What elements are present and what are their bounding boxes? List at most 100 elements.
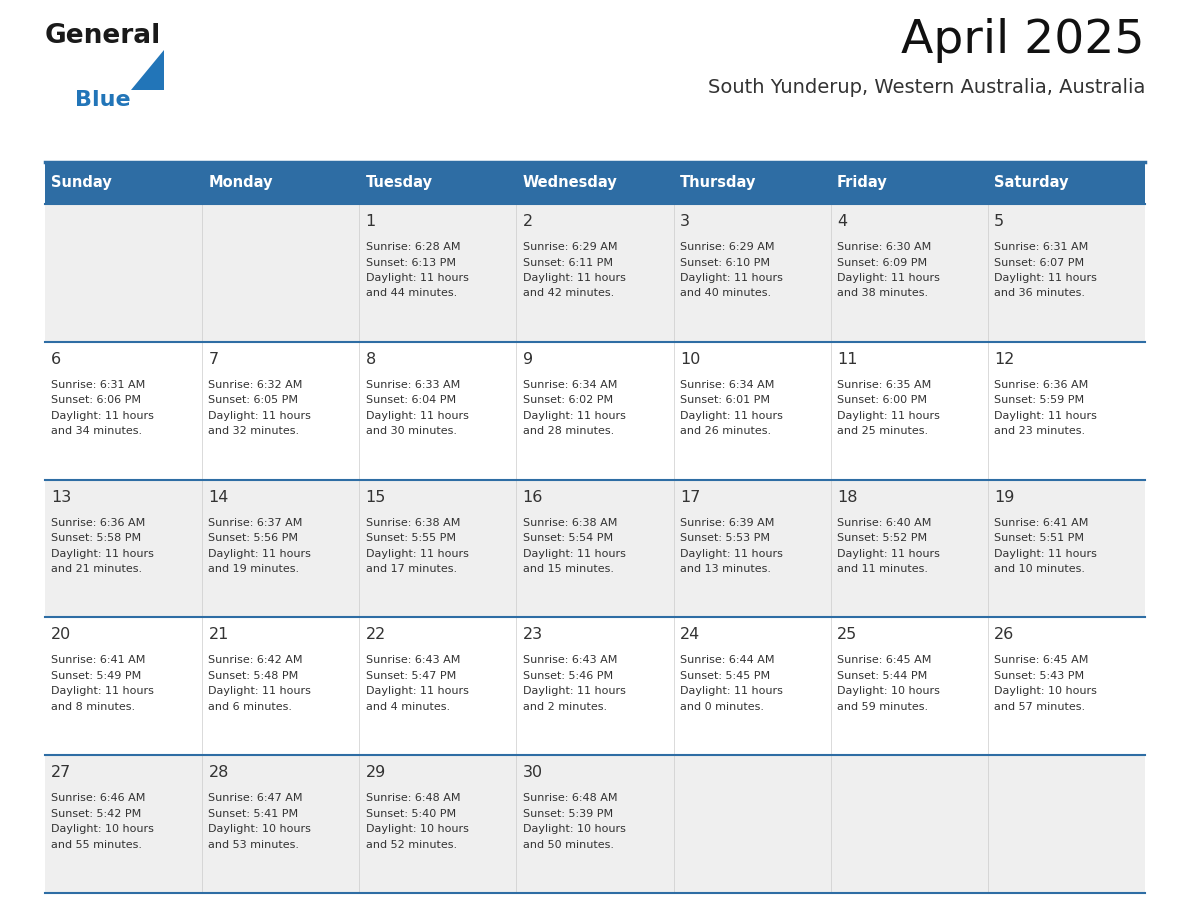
Text: and 30 minutes.: and 30 minutes. — [366, 426, 456, 436]
Text: Sunset: 6:07 PM: Sunset: 6:07 PM — [994, 258, 1085, 267]
Text: Sunrise: 6:45 AM: Sunrise: 6:45 AM — [838, 655, 931, 666]
Text: and 50 minutes.: and 50 minutes. — [523, 840, 614, 850]
Text: Sunrise: 6:36 AM: Sunrise: 6:36 AM — [51, 518, 146, 528]
Text: 24: 24 — [680, 627, 700, 643]
Text: Daylight: 10 hours: Daylight: 10 hours — [208, 824, 311, 834]
Text: Daylight: 11 hours: Daylight: 11 hours — [838, 273, 940, 283]
Text: Daylight: 11 hours: Daylight: 11 hours — [51, 549, 154, 558]
Text: Daylight: 11 hours: Daylight: 11 hours — [51, 410, 154, 420]
Text: Sunrise: 6:32 AM: Sunrise: 6:32 AM — [208, 380, 303, 390]
Text: 5: 5 — [994, 214, 1004, 229]
Text: Sunset: 5:59 PM: Sunset: 5:59 PM — [994, 396, 1085, 406]
Text: 20: 20 — [51, 627, 71, 643]
FancyBboxPatch shape — [45, 204, 1145, 341]
Text: Sunrise: 6:28 AM: Sunrise: 6:28 AM — [366, 242, 460, 252]
Text: General: General — [45, 23, 162, 49]
Text: Sunset: 5:58 PM: Sunset: 5:58 PM — [51, 533, 141, 543]
Text: 27: 27 — [51, 766, 71, 780]
Text: Sunset: 6:13 PM: Sunset: 6:13 PM — [366, 258, 455, 267]
Text: Daylight: 11 hours: Daylight: 11 hours — [51, 687, 154, 697]
Text: Sunrise: 6:30 AM: Sunrise: 6:30 AM — [838, 242, 931, 252]
Text: 28: 28 — [208, 766, 229, 780]
Text: and 2 minutes.: and 2 minutes. — [523, 702, 607, 711]
Text: Sunset: 5:52 PM: Sunset: 5:52 PM — [838, 533, 927, 543]
Text: Sunrise: 6:41 AM: Sunrise: 6:41 AM — [51, 655, 146, 666]
Text: Sunset: 6:09 PM: Sunset: 6:09 PM — [838, 258, 927, 267]
Text: and 25 minutes.: and 25 minutes. — [838, 426, 928, 436]
Text: 13: 13 — [51, 489, 71, 505]
Text: Sunrise: 6:29 AM: Sunrise: 6:29 AM — [523, 242, 618, 252]
Text: Sunrise: 6:35 AM: Sunrise: 6:35 AM — [838, 380, 931, 390]
Text: 19: 19 — [994, 489, 1015, 505]
Text: 14: 14 — [208, 489, 229, 505]
Text: Daylight: 11 hours: Daylight: 11 hours — [366, 687, 468, 697]
Text: and 52 minutes.: and 52 minutes. — [366, 840, 456, 850]
Text: Sunset: 5:48 PM: Sunset: 5:48 PM — [208, 671, 298, 681]
FancyBboxPatch shape — [45, 341, 1145, 479]
Text: and 42 minutes.: and 42 minutes. — [523, 288, 614, 298]
Text: 6: 6 — [51, 352, 62, 367]
Text: Sunset: 5:53 PM: Sunset: 5:53 PM — [680, 533, 770, 543]
Text: Sunset: 6:04 PM: Sunset: 6:04 PM — [366, 396, 456, 406]
Text: Friday: Friday — [838, 175, 887, 191]
Text: and 36 minutes.: and 36 minutes. — [994, 288, 1085, 298]
FancyBboxPatch shape — [45, 479, 1145, 618]
Text: Daylight: 11 hours: Daylight: 11 hours — [208, 410, 311, 420]
Text: Daylight: 10 hours: Daylight: 10 hours — [523, 824, 626, 834]
Text: and 19 minutes.: and 19 minutes. — [208, 564, 299, 574]
Text: Sunset: 6:10 PM: Sunset: 6:10 PM — [680, 258, 770, 267]
Text: and 11 minutes.: and 11 minutes. — [838, 564, 928, 574]
Text: Daylight: 11 hours: Daylight: 11 hours — [208, 687, 311, 697]
FancyBboxPatch shape — [45, 756, 1145, 893]
Text: Daylight: 10 hours: Daylight: 10 hours — [994, 687, 1097, 697]
Polygon shape — [132, 50, 164, 90]
Text: Daylight: 11 hours: Daylight: 11 hours — [523, 687, 626, 697]
Text: and 15 minutes.: and 15 minutes. — [523, 564, 614, 574]
Text: and 53 minutes.: and 53 minutes. — [208, 840, 299, 850]
Text: Sunday: Sunday — [51, 175, 112, 191]
Text: 17: 17 — [680, 489, 700, 505]
Text: and 23 minutes.: and 23 minutes. — [994, 426, 1086, 436]
Text: and 13 minutes.: and 13 minutes. — [680, 564, 771, 574]
Text: and 38 minutes.: and 38 minutes. — [838, 288, 928, 298]
Text: Sunrise: 6:47 AM: Sunrise: 6:47 AM — [208, 793, 303, 803]
Text: Saturday: Saturday — [994, 175, 1069, 191]
Text: Sunset: 5:49 PM: Sunset: 5:49 PM — [51, 671, 141, 681]
Text: Sunset: 5:47 PM: Sunset: 5:47 PM — [366, 671, 456, 681]
Text: Sunset: 6:02 PM: Sunset: 6:02 PM — [523, 396, 613, 406]
Text: Daylight: 11 hours: Daylight: 11 hours — [838, 549, 940, 558]
Text: and 57 minutes.: and 57 minutes. — [994, 702, 1086, 711]
Text: Sunrise: 6:45 AM: Sunrise: 6:45 AM — [994, 655, 1088, 666]
Text: 23: 23 — [523, 627, 543, 643]
Text: 16: 16 — [523, 489, 543, 505]
Text: Sunset: 5:44 PM: Sunset: 5:44 PM — [838, 671, 928, 681]
Text: Daylight: 10 hours: Daylight: 10 hours — [838, 687, 940, 697]
Text: Daylight: 11 hours: Daylight: 11 hours — [523, 273, 626, 283]
Text: Sunset: 6:06 PM: Sunset: 6:06 PM — [51, 396, 141, 406]
Text: 4: 4 — [838, 214, 847, 229]
Text: 26: 26 — [994, 627, 1015, 643]
Text: Wednesday: Wednesday — [523, 175, 618, 191]
Text: Sunrise: 6:46 AM: Sunrise: 6:46 AM — [51, 793, 146, 803]
Text: Sunset: 5:56 PM: Sunset: 5:56 PM — [208, 533, 298, 543]
Text: Blue: Blue — [75, 90, 131, 110]
Text: Sunrise: 6:37 AM: Sunrise: 6:37 AM — [208, 518, 303, 528]
Text: Sunrise: 6:48 AM: Sunrise: 6:48 AM — [366, 793, 460, 803]
Text: Daylight: 11 hours: Daylight: 11 hours — [523, 549, 626, 558]
Text: 11: 11 — [838, 352, 858, 367]
Text: Daylight: 11 hours: Daylight: 11 hours — [366, 549, 468, 558]
Text: Daylight: 11 hours: Daylight: 11 hours — [523, 410, 626, 420]
Text: Sunrise: 6:29 AM: Sunrise: 6:29 AM — [680, 242, 775, 252]
Text: 12: 12 — [994, 352, 1015, 367]
Text: Sunrise: 6:34 AM: Sunrise: 6:34 AM — [523, 380, 617, 390]
Text: Daylight: 11 hours: Daylight: 11 hours — [994, 549, 1097, 558]
Text: Daylight: 11 hours: Daylight: 11 hours — [994, 273, 1097, 283]
Text: Sunrise: 6:38 AM: Sunrise: 6:38 AM — [523, 518, 617, 528]
Text: Sunrise: 6:40 AM: Sunrise: 6:40 AM — [838, 518, 931, 528]
Text: Daylight: 11 hours: Daylight: 11 hours — [208, 549, 311, 558]
Text: Sunset: 5:45 PM: Sunset: 5:45 PM — [680, 671, 770, 681]
Text: and 21 minutes.: and 21 minutes. — [51, 564, 143, 574]
Text: Sunrise: 6:44 AM: Sunrise: 6:44 AM — [680, 655, 775, 666]
Text: and 28 minutes.: and 28 minutes. — [523, 426, 614, 436]
Text: Sunrise: 6:33 AM: Sunrise: 6:33 AM — [366, 380, 460, 390]
